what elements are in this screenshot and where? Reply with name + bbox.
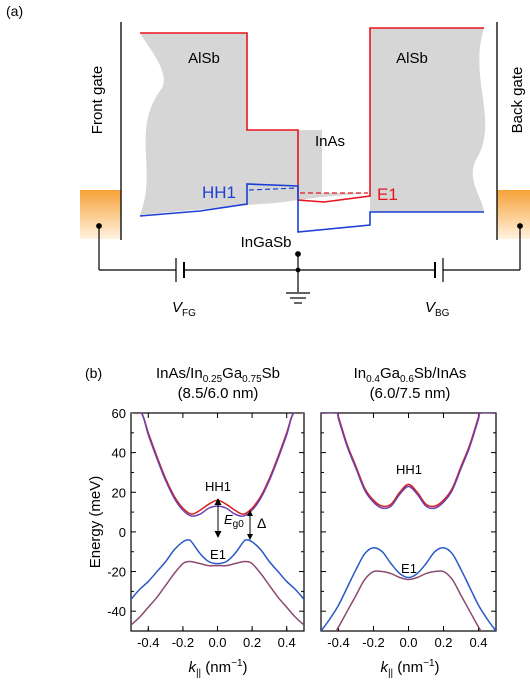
delta-arrowhead-top: [247, 510, 253, 516]
subplot-1: -0.4 -0.2 0.0 0.2 0.4 60 40 20 0 -20 -40: [107, 406, 305, 650]
band-curve-1: [131, 413, 304, 515]
subplot-2: -0.4 -0.2 0.0 0.2 0.4: [320, 412, 497, 650]
band-curve-4: [335, 570, 482, 631]
panel-a: (a) Front gate Back gate AlSb AlSb InAs …: [6, 3, 530, 319]
x-tick-label: 0.2: [243, 635, 261, 650]
hh1-label-a: HH1: [202, 183, 236, 202]
band-curve-3: [321, 546, 496, 631]
delta-label: Δ: [257, 515, 266, 531]
title-text: Ga: [380, 365, 401, 382]
title-text: Sb/InAs: [414, 365, 467, 382]
eg0-label: Eg0: [224, 512, 244, 530]
e1-label-b2: E1: [401, 561, 417, 576]
ingasb-label: InGaSb: [241, 234, 292, 251]
panel-b: (b) InAs/In0.25Ga0.75Sb (8.5/6.0 nm) In0…: [85, 365, 497, 679]
x-tick-label: 0.0: [208, 635, 226, 650]
bias-circuit: [96, 223, 523, 304]
band-curve-3: [131, 539, 304, 600]
subplot-1-title-line1: InAs/In0.25Ga0.75Sb: [156, 365, 280, 385]
title-text: InAs/In: [156, 365, 203, 382]
title-subscript: 0.6: [400, 374, 414, 385]
y-tick-label: 40: [112, 446, 126, 461]
title-subscript: 0.4: [366, 374, 380, 385]
alsb-right-barrier: [298, 28, 486, 212]
alsb-left-label: AlSb: [188, 50, 220, 67]
y-tick-label: -40: [107, 604, 126, 619]
y-axis-label: Energy (meV): [87, 476, 104, 569]
x-tick-label: -0.2: [172, 635, 194, 650]
y-tick-label: -20: [107, 565, 126, 580]
x-tick-label: -0.4: [327, 635, 349, 650]
x-tick-label: 0.4: [469, 635, 487, 650]
hh1-level-line: [248, 187, 298, 191]
panel-a-label: (a): [6, 3, 23, 19]
alsb-left-barrier: [140, 33, 298, 215]
subplot-2-title-line1: In0.4Ga0.6Sb/InAs: [354, 365, 467, 385]
hh1-label-b2: HH1: [396, 462, 422, 477]
title-subscript: 0.25: [203, 374, 223, 385]
delta-arrowhead-bottom: [247, 534, 253, 540]
x-tick-label: -0.2: [362, 635, 384, 650]
y-tick-label: 20: [112, 485, 126, 500]
e1-label-b1: E1: [210, 547, 226, 562]
y-tick-label: 60: [112, 406, 126, 421]
title-text: Ga: [222, 365, 243, 382]
x-tick-label: -0.4: [137, 635, 159, 650]
inas-label: InAs: [315, 133, 345, 150]
x-axis-label-1: k|| (nm−1): [188, 658, 247, 679]
title-text: In: [354, 365, 367, 382]
x-tick-label: 0.4: [278, 635, 296, 650]
front-gate-label: Front gate: [89, 66, 106, 134]
band-curve-1: [321, 413, 496, 508]
eg0-arrowhead-bottom: [214, 531, 222, 538]
subplot-2-curves: [321, 413, 496, 631]
x-tick-label: 0.0: [399, 635, 417, 650]
front-gate-electrode: [80, 190, 121, 239]
eg0-arrowhead-top: [214, 498, 222, 505]
alsb-right-label: AlSb: [396, 50, 428, 67]
panel-b-label: (b): [85, 365, 102, 381]
x-axis-label-2: k|| (nm−1): [380, 658, 439, 679]
title-subscript: 0.75: [242, 374, 262, 385]
x-tick-label: 0.2: [434, 635, 452, 650]
subplot-2-title-line2: (6.0/7.5 nm): [370, 385, 451, 402]
valence-band-edge: [139, 183, 484, 233]
back-gate-label: Back gate: [509, 67, 526, 134]
hh1-label-b1: HH1: [205, 479, 231, 494]
e1-label-a: E1: [377, 185, 398, 204]
band-curve-2: [321, 413, 496, 510]
v-fg-label: VFG: [172, 299, 196, 319]
v-bg-label: VBG: [425, 299, 450, 319]
title-text: Sb: [262, 365, 280, 382]
back-gate-electrode: [497, 190, 530, 239]
y-tick-label: 0: [119, 525, 126, 540]
band-curve-4: [131, 560, 304, 626]
subplot-1-title-line2: (8.5/6.0 nm): [178, 385, 259, 402]
